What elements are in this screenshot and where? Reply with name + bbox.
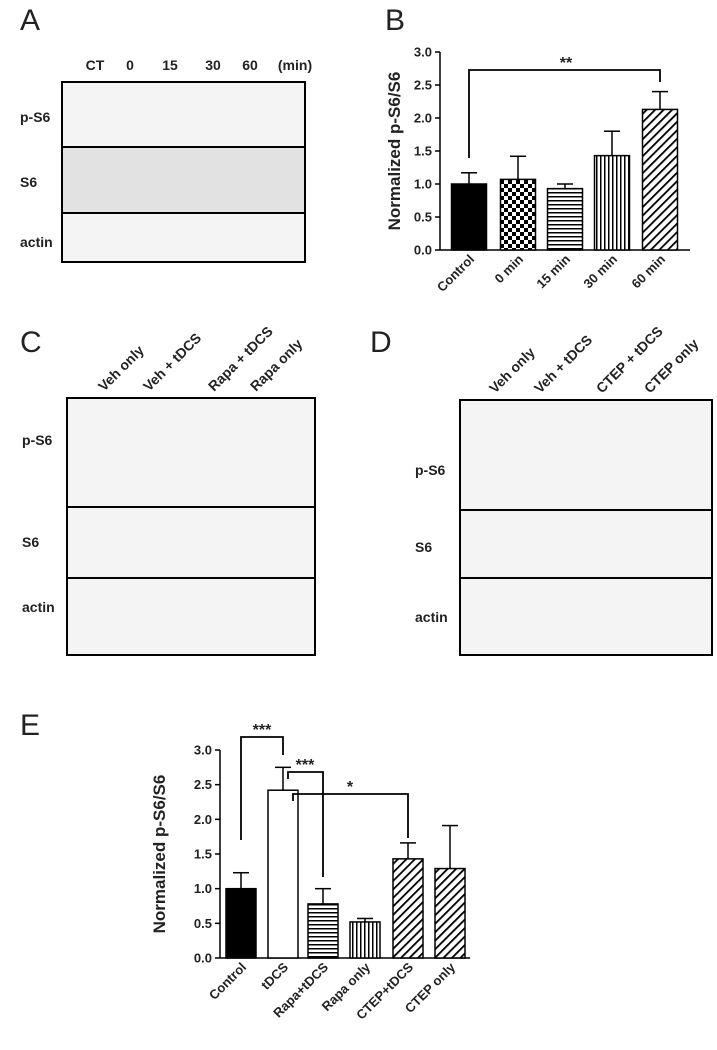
- row-label: actin: [415, 609, 448, 625]
- y-tick-label: 2.5: [414, 78, 432, 93]
- row-label: S6: [415, 539, 432, 555]
- panel-letter: D: [370, 326, 392, 359]
- blot-row: [66, 577, 316, 656]
- significance-bracket: [468, 69, 661, 158]
- y-axis-label: Normalized p-S6/S6: [150, 775, 169, 934]
- blot-row: [61, 212, 306, 263]
- blot-row: [66, 506, 316, 579]
- bar: [546, 187, 584, 251]
- bar: [225, 887, 257, 959]
- bar: [307, 903, 339, 959]
- significance-bracket: [292, 793, 409, 838]
- lane-label: Veh only: [486, 344, 538, 396]
- lane-label: 15: [162, 57, 178, 73]
- panel-letter: A: [20, 4, 40, 37]
- lane-label: Veh only: [95, 342, 147, 394]
- y-axis-label: Normalized p-S6/S6: [385, 72, 404, 231]
- significance-bracket: [287, 771, 324, 877]
- x-tick-label: 60 min: [628, 251, 668, 291]
- y-tick-label: 0.5: [194, 916, 212, 931]
- lane-label: 0: [126, 57, 134, 73]
- y-tick-label: 1.5: [414, 144, 432, 159]
- x-tick-label: Control: [206, 960, 249, 1003]
- blot-row: [459, 399, 713, 511]
- y-tick-label: 2.5: [194, 777, 212, 792]
- bar: [267, 789, 299, 959]
- row-label: S6: [22, 534, 39, 550]
- panel-letter: C: [20, 326, 42, 359]
- bar: [593, 154, 631, 251]
- significance-label: *: [347, 779, 354, 796]
- y-tick-label: 2.0: [194, 812, 212, 827]
- unit-label: (min): [278, 57, 312, 73]
- bar: [392, 858, 424, 959]
- blot-row: [459, 577, 713, 656]
- lane-label: Veh + tDCS: [140, 330, 204, 394]
- blot-row: [459, 509, 713, 579]
- significance-label: **: [560, 55, 573, 72]
- significance-label: ***: [296, 757, 315, 774]
- x-tick-label: 30 min: [580, 251, 620, 291]
- blot-row: [61, 81, 306, 148]
- significance-bracket: [240, 736, 284, 840]
- lane-label: 60: [242, 57, 258, 73]
- row-label: p-S6: [22, 432, 53, 448]
- row-label: actin: [20, 234, 53, 250]
- y-tick-label: 3.0: [194, 743, 212, 758]
- y-tick-label: 0.0: [414, 243, 432, 258]
- lane-label: CT: [86, 57, 105, 73]
- y-tick-label: 1.0: [414, 177, 432, 192]
- x-tick-label: tDCS: [258, 959, 291, 992]
- row-label: S6: [20, 174, 37, 190]
- bar: [499, 178, 537, 251]
- y-tick-label: 3.0: [414, 45, 432, 60]
- x-tick-label: 15 min: [533, 251, 573, 291]
- y-tick-label: 2.0: [414, 111, 432, 126]
- x-tick-label: Control: [434, 252, 477, 295]
- bar: [450, 183, 488, 251]
- row-label: actin: [22, 599, 55, 615]
- y-tick-label: 0.5: [414, 210, 432, 225]
- significance-label: ***: [253, 722, 272, 739]
- row-label: p-S6: [415, 462, 446, 478]
- panel-letter: E: [20, 709, 40, 742]
- bar: [434, 867, 466, 959]
- y-tick-label: 1.5: [194, 847, 212, 862]
- row-label: p-S6: [20, 109, 51, 125]
- lane-label: Veh + tDCS: [531, 332, 595, 396]
- lane-label: 30: [205, 57, 221, 73]
- panel-letter: B: [385, 4, 405, 37]
- blot-row: [66, 397, 316, 508]
- y-tick-label: 0.0: [194, 951, 212, 966]
- bar: [349, 921, 381, 959]
- x-tick-label: 0 min: [491, 251, 526, 286]
- blot-row: [61, 146, 306, 214]
- bar: [641, 108, 679, 251]
- y-tick-label: 1.0: [194, 881, 212, 896]
